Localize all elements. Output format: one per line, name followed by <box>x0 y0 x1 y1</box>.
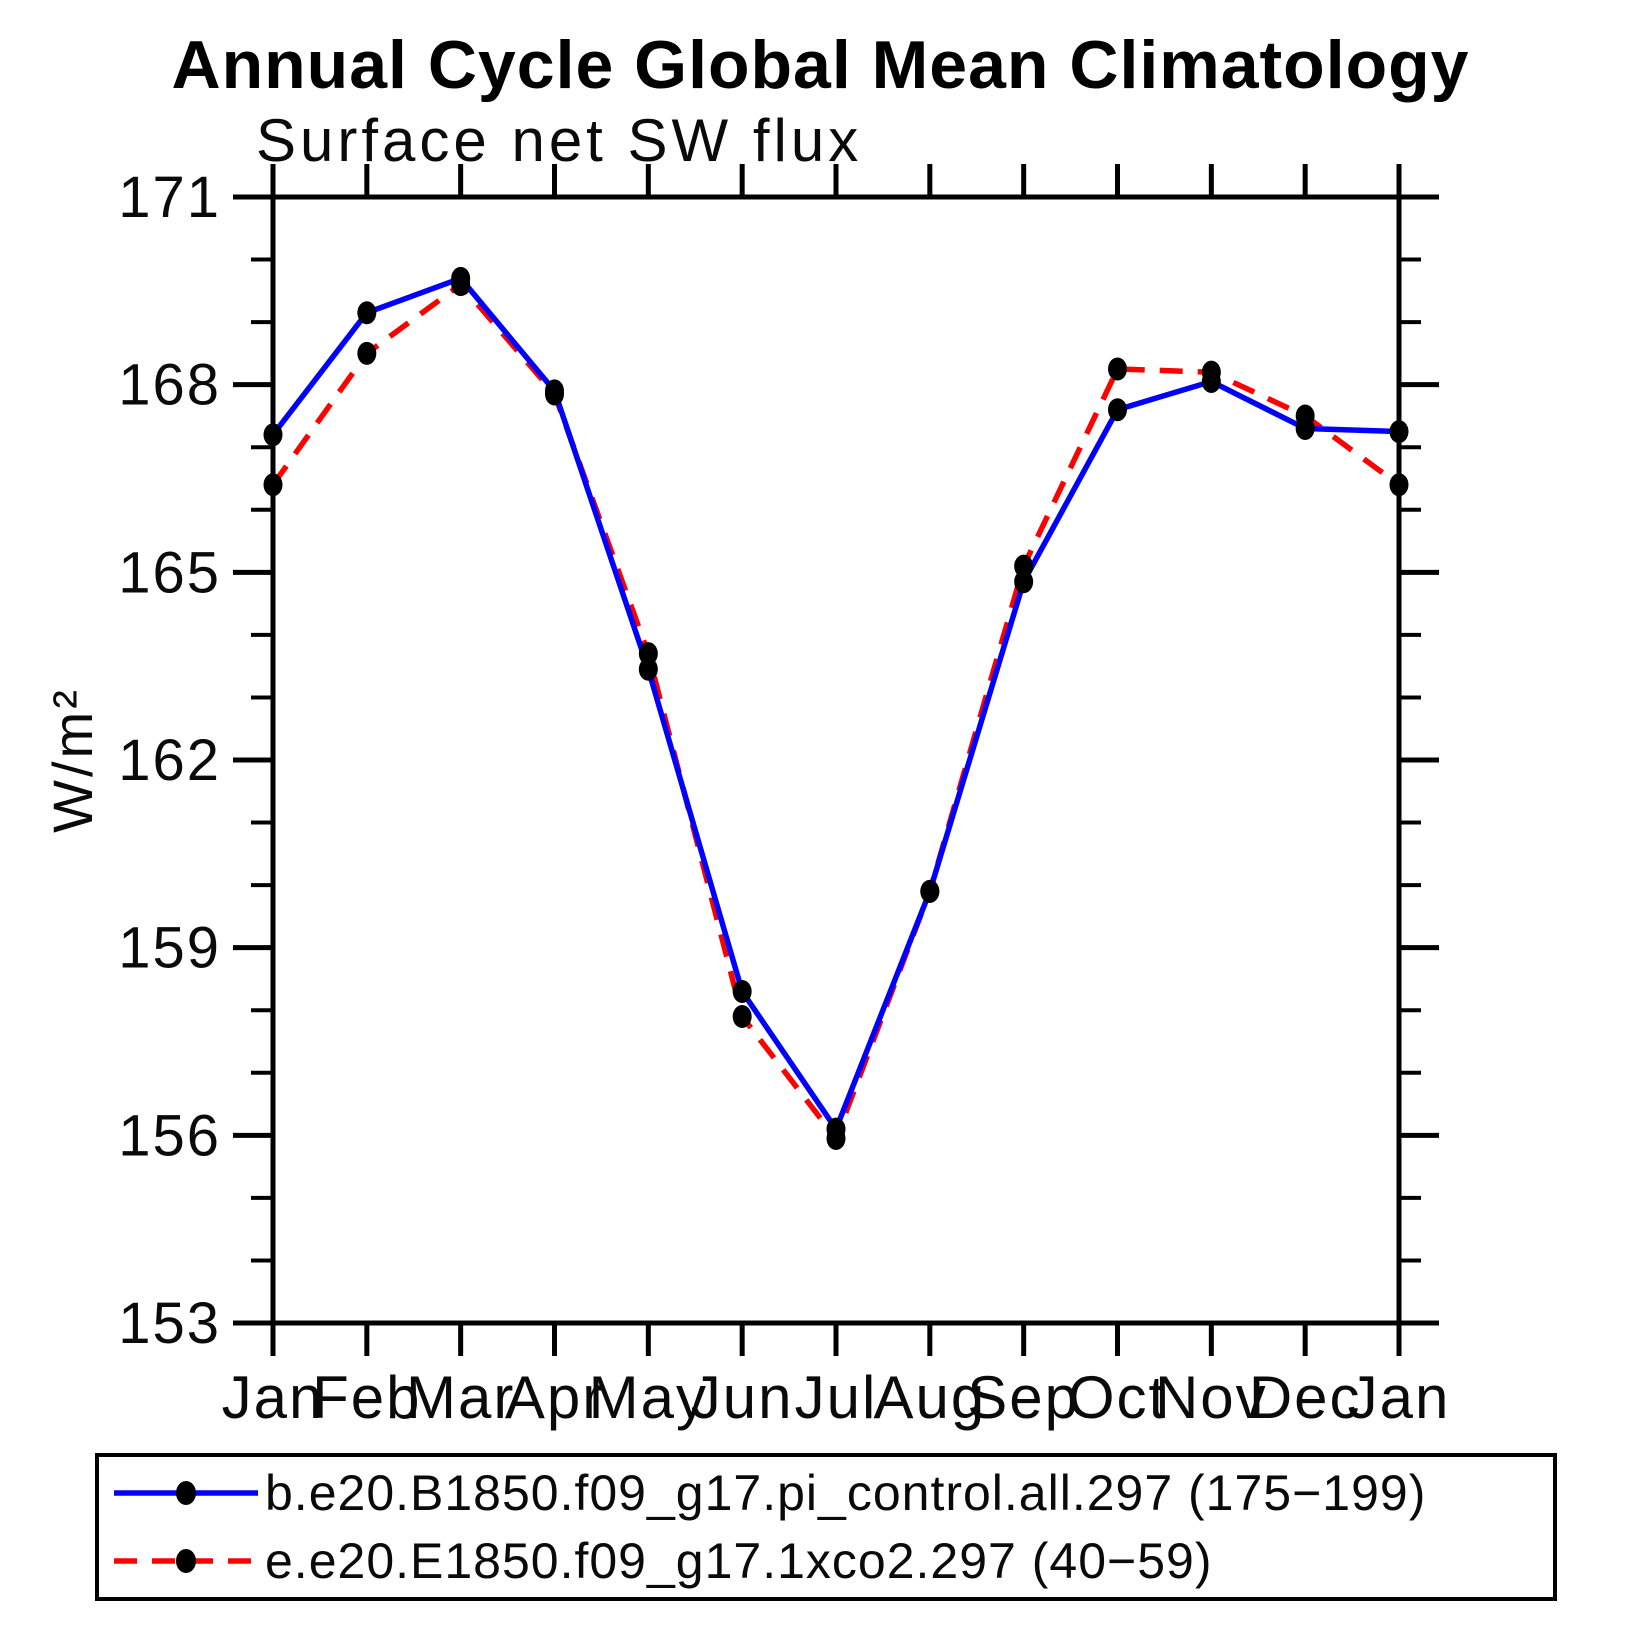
data-point-marker <box>357 341 377 365</box>
y-tick-label: 165 <box>118 540 221 605</box>
x-tick-label: Sep <box>967 1364 1080 1431</box>
data-point-marker <box>263 473 283 497</box>
x-tick-label: Aug <box>873 1364 986 1431</box>
legend-label-pi-control: b.e20.B1850.f09_g17.pi_control.all.297 (… <box>265 1465 1427 1521</box>
y-tick-label: 156 <box>118 1103 221 1168</box>
data-point-marker <box>732 979 752 1003</box>
x-tick-label: May <box>589 1364 708 1431</box>
x-tick-label: Nov <box>1155 1364 1268 1431</box>
data-point-marker <box>1014 554 1034 578</box>
x-tick-label: Oct <box>1068 1364 1167 1431</box>
legend-dot-icon <box>176 1549 196 1573</box>
legend-label-1xco2: e.e20.E1850.f09_g17.1xco2.297 (40−59) <box>265 1533 1213 1589</box>
data-point-marker <box>451 273 471 297</box>
data-point-marker <box>1389 473 1409 497</box>
x-tick-label: Dec <box>1249 1364 1362 1431</box>
data-point-marker <box>826 1126 846 1150</box>
series-line-pi-control <box>270 275 1400 1132</box>
blue-solid-line-marker-icon <box>114 1481 258 1505</box>
data-point-marker <box>357 301 377 325</box>
chart-subtitle: Surface net SW flux <box>256 107 863 174</box>
data-point-marker <box>638 642 658 666</box>
x-tick-label: Apr <box>505 1364 604 1431</box>
y-tick-label: 168 <box>118 353 221 418</box>
data-point-marker <box>1295 404 1315 428</box>
y-tick-label: 162 <box>118 728 221 793</box>
data-point-marker <box>920 879 940 903</box>
x-tick-label: Jun <box>691 1364 794 1431</box>
plot-frame <box>270 194 1402 1326</box>
y-tick-label: 153 <box>118 1291 221 1356</box>
data-point-marker <box>1201 360 1221 384</box>
legend-item-pi-control: b.e20.B1850.f09_g17.pi_control.all.297 (… <box>111 1462 1553 1524</box>
data-point-marker <box>1108 357 1127 381</box>
data-point-marker <box>1389 420 1409 444</box>
red-dashed-line-marker-icon <box>114 1549 258 1573</box>
data-point-marker <box>545 382 564 406</box>
x-tick-label: Jan <box>222 1364 325 1431</box>
legend-item-1xco2: e.e20.E1850.f09_g17.1xco2.297 (40−59) <box>111 1530 1553 1592</box>
x-tick-label: Jan <box>1348 1364 1451 1431</box>
data-point-marker <box>732 1004 752 1028</box>
chart-title: Annual Cycle Global Mean Climatology <box>171 27 1470 103</box>
x-tick-label: Jul <box>795 1364 878 1431</box>
y-tick-label: 159 <box>118 916 221 981</box>
y-tick-label: 171 <box>118 165 221 230</box>
x-tick-label: Mar <box>406 1364 515 1431</box>
series-line-1xco2 <box>270 281 1401 1142</box>
data-point-marker <box>263 423 283 447</box>
data-point-marker <box>1108 398 1127 422</box>
legend-box: b.e20.B1850.f09_g17.pi_control.all.297 (… <box>95 1453 1557 1601</box>
x-tick-label: Feb <box>312 1364 421 1431</box>
y-axis-title: W/m² <box>41 687 104 833</box>
legend-dot-icon <box>176 1481 196 1505</box>
